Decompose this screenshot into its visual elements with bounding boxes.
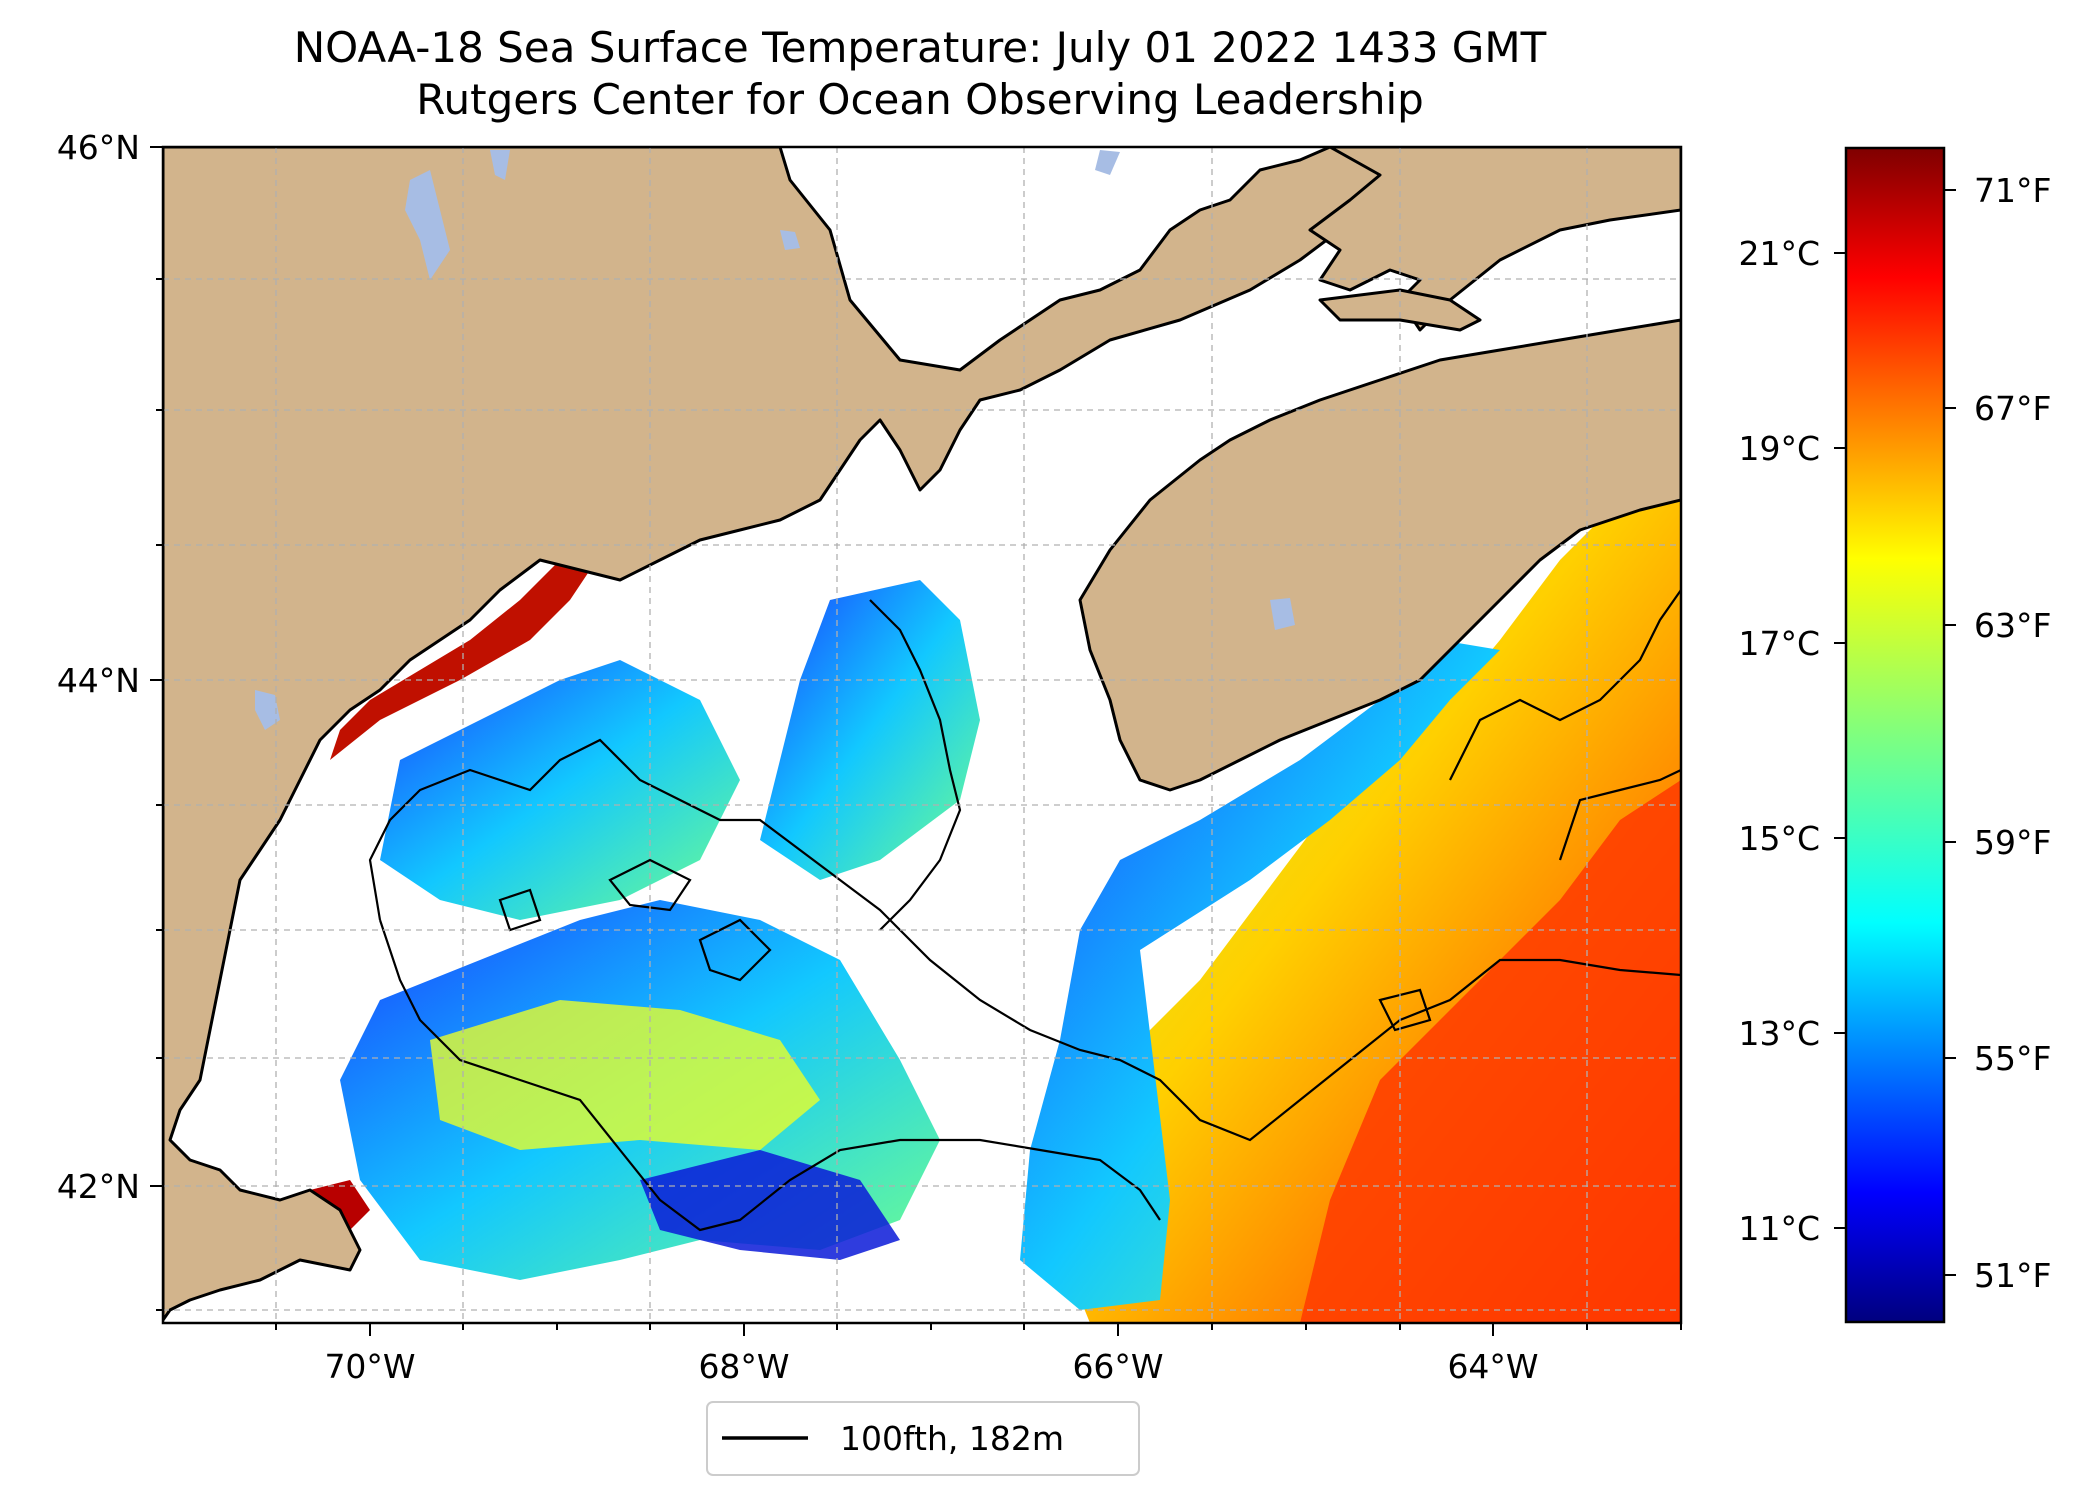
contour-scotian-inner: [1558, 769, 1681, 861]
cbar-f-55: 55°F: [1974, 1039, 2051, 1078]
cbar-f-51: 51°F: [1974, 1256, 2051, 1295]
legend-box: [706, 1401, 1140, 1476]
colorbar-gradient: [1844, 146, 1946, 1324]
map-area: [163, 147, 1681, 1323]
land-layer: [163, 147, 1681, 1322]
land-nova-scotia: [1078, 318, 1681, 792]
lon-tick-66w: 66°W: [1072, 1347, 1163, 1386]
lon-axis: [275, 1323, 1682, 1336]
sst-offshore-hot: [1300, 780, 1681, 1323]
map-title: NOAA-18 Sea Surface Temperature: July 01…: [293, 23, 1547, 72]
colorbar-fahrenheit-ticks: [1944, 189, 1956, 1276]
lat-tick-46: 46°N: [57, 128, 140, 167]
colorbar: 21°C 19°C 17°C 15°C 13°C 11°C 71°F 67°F …: [1738, 146, 2051, 1324]
colorbar-celsius-ticks: [1834, 252, 1846, 1229]
lon-tick-64w: 64°W: [1447, 1347, 1538, 1386]
cbar-c-11: 11°C: [1738, 1209, 1820, 1248]
sst-maine-coast-hot: [330, 560, 590, 760]
map-gridlines: [163, 147, 1681, 1323]
legend-label: 100fth, 182m: [840, 1419, 1064, 1458]
contour-island-3: [498, 888, 542, 932]
lakes-layer: [255, 150, 1295, 730]
lon-tick-68w: 68°W: [698, 1347, 789, 1386]
contour-georges-basin: [378, 919, 1161, 1232]
cbar-f-63: 63°F: [1974, 606, 2051, 645]
land-nb-pei: [1308, 147, 1681, 332]
map-subtitle: Rutgers Center for Ocean Observing Leade…: [416, 75, 1424, 124]
contour-island-2: [698, 918, 772, 982]
lake-sebago: [255, 690, 280, 730]
land-pei-tip: [1318, 288, 1482, 332]
land-new-england: [163, 147, 1422, 1322]
lake-moosehead: [405, 170, 450, 280]
cbar-c-19: 19°C: [1738, 429, 1820, 468]
lake-grand: [780, 230, 800, 250]
lake-nb: [1095, 150, 1120, 175]
contour-jordan-basin: [869, 599, 962, 931]
cbar-c-21: 21°C: [1738, 234, 1820, 273]
contour-scotian-shelf: [1449, 589, 1681, 781]
map-title-block: NOAA-18 Sea Surface Temperature: July 01…: [0, 22, 1840, 126]
sst-georges-bank: [1020, 640, 1500, 1310]
sst-wilkinson-warm: [430, 1000, 820, 1150]
contour-100fth: [368, 589, 1681, 1232]
lat-tick-42: 42°N: [57, 1167, 140, 1206]
cbar-f-71: 71°F: [1974, 171, 2051, 210]
cbar-c-13: 13°C: [1738, 1014, 1820, 1053]
contour-island-1: [608, 858, 692, 912]
map-frame: [161, 145, 1683, 1325]
lat-axis: [150, 146, 163, 1311]
cbar-c-17: 17°C: [1738, 624, 1820, 663]
cbar-c-15: 15°C: [1738, 819, 1820, 858]
cbar-f-59: 59°F: [1974, 823, 2051, 862]
lat-tick-44: 44°N: [57, 661, 140, 700]
cbar-f-67: 67°F: [1974, 389, 2051, 428]
contour-island-4: [1378, 988, 1432, 1032]
legend: 100fth, 182m: [706, 1401, 1140, 1476]
lon-tick-70w: 70°W: [324, 1347, 415, 1386]
sst-great-south-channel: [640, 1150, 900, 1260]
lake-kejimkujik: [1270, 598, 1295, 630]
lake-chesuncook: [490, 150, 510, 180]
